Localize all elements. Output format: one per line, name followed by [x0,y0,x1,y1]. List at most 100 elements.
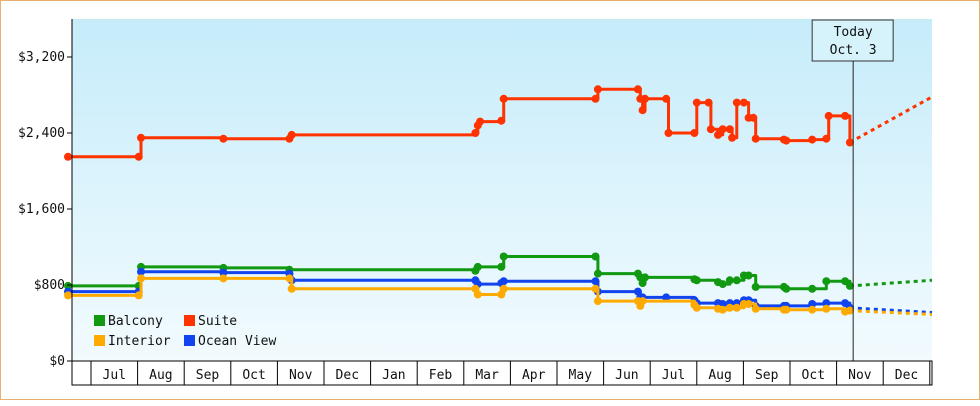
data-point [808,284,817,293]
x-tick-label: Sep [755,368,779,383]
data-point [497,262,506,271]
data-point [219,134,228,143]
data-point [808,135,817,144]
data-point [692,98,701,107]
data-point [744,300,753,308]
data-point [824,111,833,120]
data-point [704,98,713,107]
series-layer [64,85,933,316]
today-label: Today [834,25,873,40]
data-point [287,130,296,139]
y-tick-label: $1,600 [18,202,65,217]
data-point [751,282,760,291]
data-point [732,98,741,107]
data-point [822,277,831,286]
data-point [638,297,647,306]
legend-entry: Suite [184,314,237,329]
data-point [137,133,145,142]
data-point [662,293,671,302]
x-tick-label: Nov [289,368,313,383]
today-date: Oct. 3 [830,43,877,58]
data-point [641,273,649,282]
y-tick-label: $800 [34,278,65,293]
x-tick-label: Nov [848,368,872,383]
series-interior [64,274,933,316]
data-point [822,304,831,313]
legend: Balcony Suite Interior Ocean View [94,314,276,349]
data-point [499,284,508,293]
axes: $0 $800 $1,600 $2,400 $3,200 Jul Aug Sep Oct Nov D… [18,19,933,386]
data-point [706,125,715,134]
data-point [732,303,741,312]
data-point [808,305,817,314]
data-point [725,303,734,312]
data-point [641,94,649,103]
data-point [593,297,602,306]
data-point [137,274,145,283]
x-tick-label: Jul [103,368,126,383]
data-point [739,98,748,107]
data-point [751,304,760,313]
legend-label: Balcony [108,314,163,329]
y-tick-label: $3,200 [18,50,65,65]
data-point [725,125,734,134]
data-point [744,271,753,280]
legend-label: Suite [198,314,237,329]
data-point [471,129,480,137]
data-point [718,280,727,289]
data-point [134,291,143,300]
data-point [499,277,508,286]
today-box [811,19,894,62]
legend-label: Ocean View [198,334,276,349]
legend-swatch [94,335,105,346]
series-suite [64,85,933,161]
data-point [718,125,727,134]
data-point [591,277,600,286]
x-tick-label: Aug [708,368,731,383]
data-point [751,134,760,143]
data-point [499,252,508,261]
legend-swatch [184,315,195,326]
data-point [219,274,228,283]
data-point [219,268,228,277]
x-tick-label: Jan [382,368,405,383]
data-point [64,281,72,290]
data-point [808,300,817,308]
x-tick-label: Oct [802,368,825,383]
x-tick-label: Oct [242,368,265,383]
data-point [285,274,294,283]
data-point [822,299,831,308]
x-tick-label: Mar [475,368,499,383]
data-point [591,252,600,261]
x-tick-label: Jul [662,368,685,383]
x-tick-label: Sep [196,368,220,383]
data-point [593,85,602,94]
legend-swatch [184,335,195,346]
legend-entry: Ocean View [184,334,276,349]
forecast-line [849,309,933,316]
data-point [64,291,72,300]
data-point [782,305,791,314]
data-point [499,94,508,103]
today-marker: Today Oct. 3 [811,19,894,361]
x-tick-label: Dec [895,368,918,383]
data-point [287,284,296,293]
data-point [692,276,701,285]
x-tick-label: May [569,368,593,383]
data-point [718,305,727,314]
legend-entry: Balcony [94,314,163,329]
data-point [664,129,673,137]
data-point [134,152,143,161]
data-point [782,136,791,145]
legend-label: Interior [108,334,171,349]
forecast-line [849,278,933,288]
data-point [591,284,600,293]
y-tick-label: $2,400 [18,126,65,141]
x-tick-label: Aug [149,368,172,383]
x-tick-label: Dec [336,368,359,383]
data-point [822,134,831,143]
data-point [473,262,482,271]
data-point [732,276,741,285]
